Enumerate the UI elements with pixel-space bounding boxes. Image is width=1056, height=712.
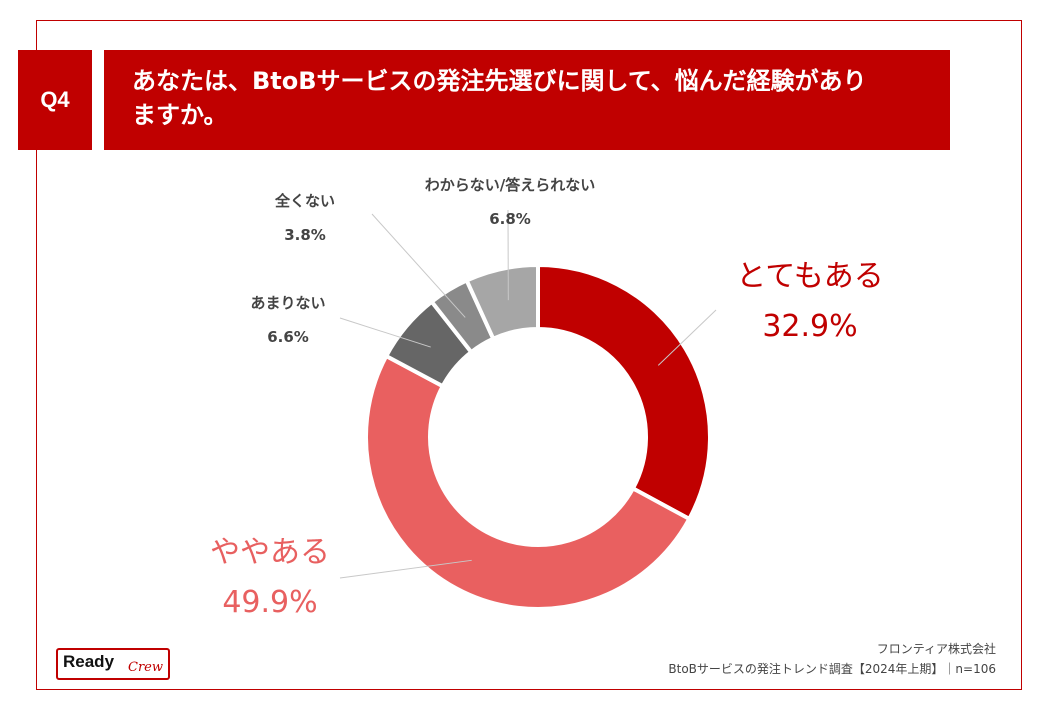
figure-frame (36, 20, 1022, 690)
question-text-line1: あなたは、BtoBサービスの発注先選びに関して、悩んだ経験があり (132, 67, 867, 95)
leader-line-3 (339, 317, 431, 348)
donut-slice-5 (464, 262, 540, 342)
logo-text-ready: Ready (63, 652, 115, 671)
leader-line-2 (339, 559, 472, 579)
donut-slice-1 (536, 262, 712, 522)
category-label: わからない/答えられない (424, 176, 596, 194)
value-label: 32.9% (762, 309, 858, 344)
donut-slices (364, 262, 712, 611)
category-label: ややある (210, 535, 330, 570)
donut-slice-2 (364, 353, 692, 611)
source-survey: BtoBサービスの発注トレンド調査【2024年上期】｜n=106 (668, 662, 996, 676)
leader-lines (339, 209, 717, 579)
label-amari-nai: あまりない 6.6% (228, 286, 348, 354)
value-label: 6.8% (489, 210, 531, 228)
question-text-line2: ますか。 (132, 101, 228, 129)
value-label: 3.8% (284, 226, 326, 244)
value-label: 49.9% (222, 585, 318, 620)
label-yaya-aru: ややある 49.9% (180, 528, 360, 628)
question-number: Q4 (18, 50, 92, 150)
category-label: とてもある (736, 259, 884, 294)
label-mattaku-nai: 全くない 3.8% (250, 184, 360, 252)
source-company: フロンティア株式会社 (876, 642, 996, 656)
question-title: あなたは、BtoBサービスの発注先選びに関して、悩んだ経験があり ますか。 (104, 50, 950, 150)
category-label: 全くない (274, 192, 335, 210)
label-wakaranai: わからない/答えられない 6.8% (390, 168, 630, 236)
readycrew-logo: Ready Crew (56, 648, 170, 680)
value-label: 6.6% (267, 328, 309, 346)
leader-line-1 (657, 309, 717, 366)
leader-line-4 (371, 213, 466, 318)
category-label: あまりない (250, 294, 326, 312)
label-totemo-aru: とてもある 32.9% (720, 252, 900, 352)
logo-text-crew: Crew (128, 660, 163, 675)
